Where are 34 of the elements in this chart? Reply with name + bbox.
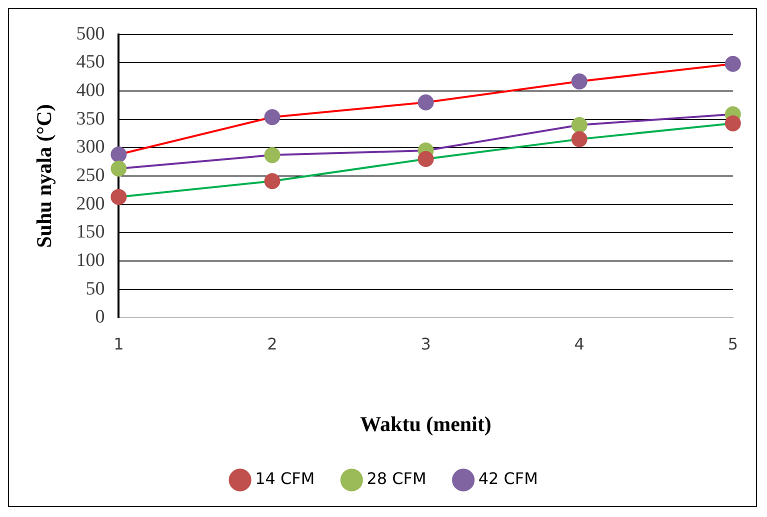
point xyxy=(724,115,741,132)
y-tick-label: 350 xyxy=(76,108,105,130)
legend-label: 28 CFM xyxy=(366,469,426,488)
point xyxy=(724,56,741,72)
point xyxy=(264,173,280,190)
x-tick-label: 1 xyxy=(114,334,124,354)
y-tick-label: 200 xyxy=(76,193,105,214)
y-tick-label: 400 xyxy=(76,80,105,102)
point xyxy=(110,188,127,205)
point xyxy=(418,94,434,110)
point xyxy=(264,147,280,164)
point xyxy=(571,117,588,134)
x-axis-title: Waktu (menit) xyxy=(360,412,492,436)
y-tick-label: 450 xyxy=(76,52,105,73)
point xyxy=(110,160,127,177)
legend-label: 42 CFM xyxy=(478,469,538,488)
point xyxy=(110,146,127,162)
y-tick-label: 300 xyxy=(76,136,105,158)
point xyxy=(571,131,588,148)
x-tick-label: 5 xyxy=(728,334,738,354)
x-tick-label: 2 xyxy=(267,334,278,354)
y-tick-label: 150 xyxy=(76,222,105,243)
point xyxy=(264,109,280,126)
y-tick-label: 50 xyxy=(86,278,105,300)
y-tick-label: 100 xyxy=(76,250,105,271)
y-tick-label: 0 xyxy=(95,306,105,328)
y-tick-label: 500 xyxy=(76,23,105,44)
x-tick-label: 4 xyxy=(574,334,584,354)
point xyxy=(418,151,434,168)
y-tick-label: 250 xyxy=(76,164,105,186)
x-tick-label: 3 xyxy=(420,334,431,354)
legend-label: 14 CFM xyxy=(255,469,315,488)
point xyxy=(571,73,588,90)
y-axis-title: Suhu nyala (°C) xyxy=(32,104,56,248)
